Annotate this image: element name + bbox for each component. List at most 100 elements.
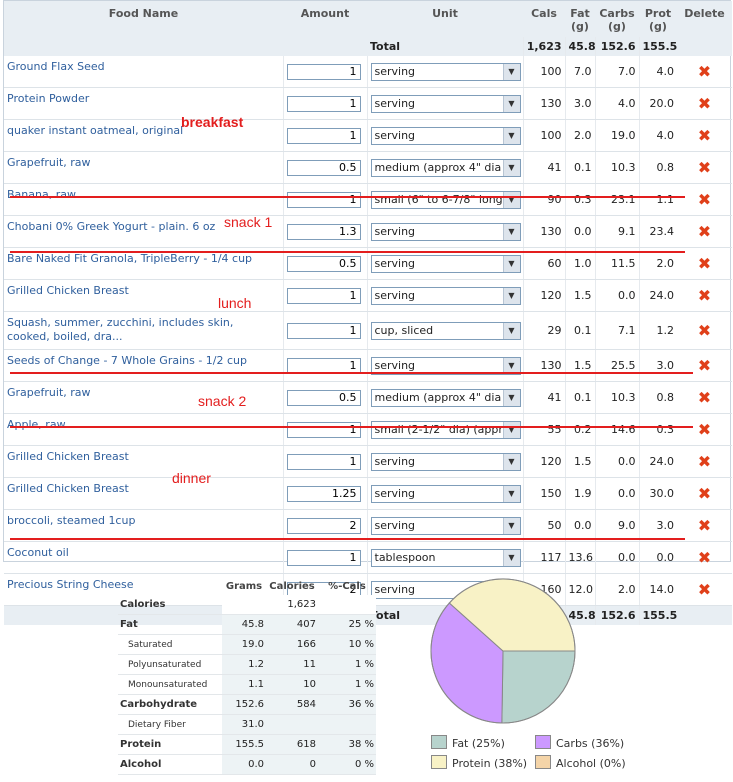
food-name-link[interactable]: Grilled Chicken Breast [4,445,283,478]
amount-input[interactable] [286,453,361,470]
food-name-link[interactable]: quaker instant oatmeal, original [4,119,283,152]
delete-x-icon[interactable]: ✖ [697,387,712,407]
delete-cell: ✖ [677,413,732,446]
amount-input[interactable] [286,421,361,438]
unit-select[interactable]: small (6" to 6-7/8" long ▼ [370,190,521,209]
food-name-link[interactable]: broccoli, steamed 1cup [4,509,283,542]
dropdown-arrow-icon[interactable]: ▼ [502,549,520,566]
unit-select[interactable]: medium (approx 4" dia ▼ [370,388,521,407]
legend-label: Protein (38%) [452,757,528,770]
nutrition-label: Polyunsaturated [118,654,222,675]
nutrition-calories: 407 [266,614,318,635]
food-name-link[interactable]: Seeds of Change - 7 Whole Grains - 1/2 c… [4,349,283,382]
delete-cell: ✖ [677,119,732,152]
food-name-link[interactable]: Banana, raw [4,183,283,216]
amount-input[interactable] [286,255,361,272]
dropdown-arrow-icon[interactable]: ▼ [502,95,520,112]
delete-x-icon[interactable]: ✖ [697,61,712,81]
col-header-delete: Delete [677,1,732,37]
delete-x-icon[interactable]: ✖ [697,320,712,340]
unit-select[interactable]: serving ▼ [370,126,521,145]
food-name-link[interactable]: Protein Powder [4,87,283,120]
delete-x-icon[interactable]: ✖ [697,451,712,471]
delete-x-icon[interactable]: ✖ [697,189,712,209]
delete-x-icon[interactable]: ✖ [697,547,712,567]
dropdown-arrow-icon[interactable]: ▼ [502,421,520,438]
unit-select[interactable]: serving ▼ [370,484,521,503]
unit-select[interactable]: serving ▼ [370,516,521,535]
delete-cell: ✖ [677,541,732,574]
delete-x-icon[interactable]: ✖ [697,419,712,439]
dropdown-arrow-icon[interactable]: ▼ [502,389,520,406]
nutrition-calories [266,714,318,735]
delete-x-icon[interactable]: ✖ [697,285,712,305]
food-name-link[interactable]: Grapefruit, raw [4,151,283,184]
amount-input[interactable] [286,549,361,566]
dropdown-arrow-icon[interactable]: ▼ [502,485,520,502]
dropdown-arrow-icon[interactable]: ▼ [502,357,520,374]
unit-select[interactable]: small (2-1/2" dia) (appr ▼ [370,420,521,439]
amount-input[interactable] [286,517,361,534]
dropdown-arrow-icon[interactable]: ▼ [502,453,520,470]
cals-cell: 41 [522,151,565,184]
food-name-link[interactable]: Ground Flax Seed [4,56,283,88]
dropdown-arrow-icon[interactable]: ▼ [502,191,520,208]
dropdown-arrow-icon[interactable]: ▼ [502,223,520,240]
food-name-link[interactable]: Grapefruit, raw [4,381,283,414]
unit-select[interactable]: medium (approx 4" dia ▼ [370,158,521,177]
delete-x-icon[interactable]: ✖ [697,483,712,503]
amount-input[interactable] [286,159,361,176]
food-name-link[interactable]: Coconut oil [4,541,283,574]
amount-input[interactable] [286,191,361,208]
legend-item-carbs: Carbs (36%) [535,735,624,750]
amount-input[interactable] [286,322,361,339]
amount-input[interactable] [286,63,361,80]
amount-input[interactable] [286,389,361,406]
delete-x-icon[interactable]: ✖ [697,125,712,145]
delete-x-icon[interactable]: ✖ [697,157,712,177]
delete-x-icon[interactable]: ✖ [697,253,712,273]
unit-select[interactable]: cup, sliced ▼ [370,321,521,340]
food-name-link[interactable]: Squash, summer, zucchini, includes skin,… [4,311,283,350]
unit-select[interactable]: serving ▼ [370,452,521,471]
unit-select[interactable]: tablespoon ▼ [370,548,521,567]
fat-cell: 2.0 [564,119,595,152]
delete-x-icon[interactable]: ✖ [697,355,712,375]
nutrition-table: Grams Calories %-Cals Calories 1,623 Fat 45… [118,577,376,775]
food-name-link[interactable]: Apple, raw [4,413,283,446]
amount-input[interactable] [286,485,361,502]
prot-cell: 1.2 [638,311,677,350]
food-name-link[interactable]: Grilled Chicken Breast [4,279,283,312]
dropdown-arrow-icon[interactable]: ▼ [502,127,520,144]
annotation-divider [10,426,693,428]
delete-x-icon[interactable]: ✖ [697,221,712,241]
unit-select[interactable]: serving ▼ [370,356,521,375]
unit-select[interactable]: serving ▼ [370,62,521,81]
food-row: Seeds of Change - 7 Whole Grains - 1/2 c… [4,349,732,382]
nutrition-pct: 25 % [318,614,376,635]
amount-input[interactable] [286,287,361,304]
unit-select[interactable]: serving ▼ [370,222,521,241]
dropdown-arrow-icon[interactable]: ▼ [502,322,520,339]
delete-x-icon[interactable]: ✖ [697,579,712,599]
delete-x-icon[interactable]: ✖ [697,515,712,535]
total-fat: 45.8 [564,37,596,56]
unit-select[interactable]: serving ▼ [370,286,521,305]
unit-select[interactable]: serving ▼ [370,94,521,113]
dropdown-arrow-icon[interactable]: ▼ [502,255,520,272]
dropdown-arrow-icon[interactable]: ▼ [502,159,520,176]
amount-input[interactable] [286,223,361,240]
delete-cell: ✖ [677,311,732,350]
amount-input[interactable] [286,127,361,144]
amount-input[interactable] [286,95,361,112]
dropdown-arrow-icon[interactable]: ▼ [502,517,520,534]
dropdown-arrow-icon[interactable]: ▼ [502,63,520,80]
unit-select[interactable]: serving ▼ [370,254,521,273]
carbs-cell: 7.0 [594,56,639,88]
delete-x-icon[interactable]: ✖ [697,93,712,113]
col-header-fat: Fat (g) [565,1,595,37]
legend-label: Alcohol (0%) [556,757,626,770]
food-name-link[interactable]: Chobani 0% Greek Yogurt - plain. 6 oz [4,215,283,248]
dropdown-arrow-icon[interactable]: ▼ [502,287,520,304]
food-name-link[interactable]: Grilled Chicken Breast [4,477,283,510]
